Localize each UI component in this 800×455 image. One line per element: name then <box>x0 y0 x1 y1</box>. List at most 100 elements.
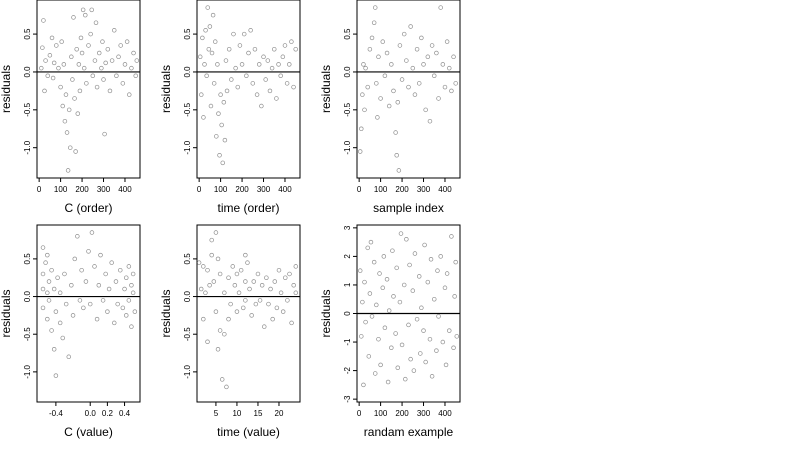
data-point <box>219 122 224 128</box>
data-point <box>262 324 267 329</box>
y-tick-label: 1 <box>343 282 352 287</box>
data-point <box>280 309 286 314</box>
data-point <box>282 43 288 48</box>
data-point <box>416 274 422 279</box>
data-point <box>228 301 233 307</box>
data-point <box>129 283 134 288</box>
y-tick-label: 0.5 <box>23 253 32 265</box>
data-point <box>40 305 46 311</box>
data-point <box>267 88 273 94</box>
data-point <box>226 275 231 280</box>
data-point <box>98 252 103 258</box>
data-point <box>75 111 81 116</box>
data-point <box>283 275 288 280</box>
data-point <box>199 92 204 97</box>
data-point <box>374 81 379 86</box>
data-point <box>386 308 392 313</box>
data-point <box>247 286 252 292</box>
data-point <box>73 149 78 154</box>
data-point <box>126 264 132 269</box>
data-point <box>367 46 373 52</box>
data-point <box>109 260 114 265</box>
data-point <box>102 131 107 137</box>
data-point <box>442 285 448 291</box>
data-point <box>272 46 277 52</box>
y-tick-label: -0.5 <box>183 327 192 341</box>
data-point <box>376 336 381 342</box>
data-point <box>76 62 82 67</box>
data-point <box>214 134 219 139</box>
y-tick-label: 0.0 <box>343 66 352 78</box>
data-point <box>216 111 221 116</box>
data-point <box>204 73 209 78</box>
data-point <box>452 294 457 299</box>
data-point <box>43 260 48 265</box>
data-point <box>393 130 398 135</box>
data-point <box>220 160 226 166</box>
data-point <box>72 96 77 101</box>
data-point <box>89 230 95 235</box>
data-point <box>401 282 407 288</box>
data-point <box>243 298 248 303</box>
data-point <box>440 62 446 67</box>
data-point <box>87 301 93 307</box>
x-tick-label: 0 <box>197 185 202 194</box>
data-point <box>434 348 439 353</box>
data-point <box>40 271 46 277</box>
data-point <box>257 298 263 303</box>
data-point <box>259 283 265 288</box>
data-point <box>111 320 117 326</box>
data-point <box>133 73 138 78</box>
data-point <box>410 65 416 71</box>
data-point <box>74 46 79 52</box>
data-point <box>129 324 134 329</box>
data-point <box>255 271 261 277</box>
data-point <box>120 305 126 311</box>
data-point <box>51 286 57 292</box>
data-point <box>224 384 229 390</box>
data-point <box>55 275 60 280</box>
data-point <box>107 88 113 94</box>
plot-frame <box>36 0 141 179</box>
x-tick-label: 300 <box>417 185 431 194</box>
x-tick-label: 0 <box>37 185 42 194</box>
data-point <box>289 39 294 44</box>
y-tick-label: -1.0 <box>23 364 32 378</box>
data-point <box>404 58 409 63</box>
x-tick-label: 5 <box>214 409 219 418</box>
data-point <box>246 50 251 56</box>
data-point <box>70 77 75 82</box>
data-point <box>374 302 379 308</box>
x-axis-label: C (order) <box>64 201 112 215</box>
x-tick-label: 400 <box>278 185 292 194</box>
data-point <box>124 39 130 44</box>
data-point <box>51 347 57 352</box>
data-point <box>115 301 120 307</box>
data-point <box>211 81 217 86</box>
data-point <box>378 362 383 368</box>
data-point <box>124 313 129 318</box>
data-point <box>265 58 271 63</box>
data-point <box>196 260 202 265</box>
data-point <box>116 54 121 60</box>
data-point <box>429 43 435 48</box>
data-point <box>69 283 74 288</box>
data-point <box>253 301 259 307</box>
data-point <box>419 305 424 311</box>
data-point <box>64 130 70 135</box>
data-point <box>202 62 207 67</box>
data-point <box>223 58 229 63</box>
data-point <box>198 286 204 292</box>
data-point <box>447 328 452 333</box>
y-tick-label: 0.0 <box>183 66 192 78</box>
data-point <box>369 35 375 41</box>
data-point <box>40 286 46 292</box>
data-point <box>403 376 408 382</box>
data-point <box>394 153 399 158</box>
x-axis-label: time (order) <box>217 201 279 215</box>
data-point <box>105 309 110 314</box>
y-tick-label: -1.0 <box>343 140 352 154</box>
data-point <box>222 331 227 337</box>
data-point <box>86 249 91 254</box>
data-point <box>264 275 269 280</box>
